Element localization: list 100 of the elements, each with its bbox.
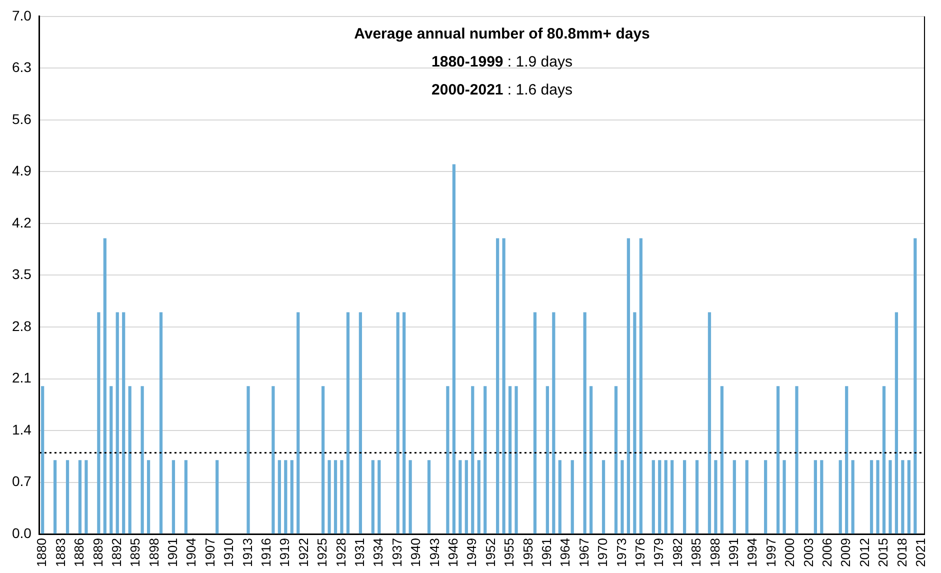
bar <box>708 312 712 534</box>
x-tick-label: 1892 <box>108 538 124 567</box>
bar <box>272 386 275 534</box>
x-tick-label: 1982 <box>670 538 685 567</box>
bar <box>159 312 163 534</box>
x-tick-label: 2006 <box>819 538 834 567</box>
x-tick-label: 1937 <box>389 538 404 567</box>
bar <box>246 386 250 534</box>
x-tick-label: 1961 <box>539 538 554 567</box>
bar <box>78 460 82 534</box>
bar <box>782 460 786 534</box>
x-tick-label: 1952 <box>482 538 498 567</box>
bar <box>41 386 44 534</box>
bar <box>458 460 462 534</box>
text: Average annual number of 80.8mm+ days <box>354 26 650 43</box>
x-tick-label: 1949 <box>464 538 480 567</box>
bar <box>97 312 100 534</box>
bar <box>682 460 686 534</box>
bar <box>471 386 474 534</box>
x-tick-label: 1934 <box>370 538 386 567</box>
x-tick-label: 1973 <box>614 538 629 567</box>
bar <box>907 460 910 534</box>
bar <box>464 460 468 534</box>
x-tick-label: 2015 <box>876 538 891 567</box>
bar <box>776 386 780 534</box>
x-tick-label: 1907 <box>202 538 218 567</box>
y-tick-label: 7.0 <box>12 7 32 24</box>
bar <box>334 460 338 534</box>
bar <box>870 460 874 534</box>
x-tick-label: 2000 <box>782 538 798 567</box>
bar <box>216 460 219 534</box>
x-tick-label: 1916 <box>258 538 274 567</box>
bar <box>484 386 487 534</box>
bar <box>745 460 748 534</box>
x-tick-label: 1994 <box>744 538 760 567</box>
bar <box>140 386 144 534</box>
bar <box>396 312 400 534</box>
y-tick-label: 0.0 <box>12 524 32 541</box>
bar <box>110 386 113 534</box>
bar <box>583 312 586 534</box>
bar <box>452 164 456 534</box>
x-tick-label: 1928 <box>333 538 348 567</box>
bar <box>402 312 406 534</box>
bar <box>278 460 281 534</box>
x-tick-label: 1931 <box>352 538 368 567</box>
bar <box>720 386 724 534</box>
bar <box>502 238 506 534</box>
bar <box>570 460 574 534</box>
bar <box>602 460 606 534</box>
bar <box>614 386 618 534</box>
x-tick-label: 1964 <box>558 538 573 567</box>
bar <box>795 386 798 534</box>
bar <box>670 460 674 534</box>
x-tick-label: 1985 <box>688 538 704 567</box>
bar <box>845 386 848 534</box>
x-tick-label: 2012 <box>856 538 872 567</box>
bar <box>882 386 886 534</box>
bar <box>838 460 842 534</box>
bar <box>378 460 381 534</box>
bar <box>514 386 518 534</box>
x-tick-label: 1955 <box>502 538 517 567</box>
x-tick-label: 1940 <box>408 538 424 567</box>
bar <box>427 460 431 534</box>
bar <box>695 460 699 534</box>
bar <box>633 312 636 534</box>
bar <box>764 460 768 534</box>
x-tick-label: 1943 <box>426 538 442 567</box>
x-tick-label: 1901 <box>165 538 180 567</box>
y-tick-label: 2.1 <box>12 370 32 386</box>
bar <box>732 460 736 534</box>
bar <box>851 460 854 534</box>
x-tick-label: 1913 <box>240 538 255 567</box>
y-tick-label: 4.9 <box>12 162 32 179</box>
bar <box>446 386 450 534</box>
bar <box>128 386 132 534</box>
x-tick-label: 1904 <box>184 538 199 567</box>
bar <box>346 312 350 534</box>
bar <box>408 460 412 534</box>
x-tick-label: 1976 <box>632 538 648 567</box>
bar <box>876 460 880 534</box>
bar <box>652 460 655 534</box>
bar <box>358 312 362 534</box>
bar <box>296 312 300 534</box>
x-tick-label: 1988 <box>707 538 722 567</box>
x-tick-label: 1898 <box>146 538 162 567</box>
bar <box>321 386 325 534</box>
x-tick-label: 1922 <box>296 538 311 567</box>
x-tick-label: 1997 <box>763 538 778 567</box>
annotation: 2000-2021 : 1.6 days <box>432 82 572 99</box>
bar <box>66 460 70 534</box>
bar <box>901 460 904 534</box>
x-tick-label: 1925 <box>314 538 330 567</box>
x-tick-label: 1880 <box>34 538 50 567</box>
bar <box>340 460 344 534</box>
bar <box>290 460 294 534</box>
bar <box>664 460 668 534</box>
y-tick-label: 2.8 <box>12 318 32 334</box>
bar <box>546 386 549 534</box>
x-tick-label: 1919 <box>277 538 292 567</box>
bar <box>894 312 898 534</box>
